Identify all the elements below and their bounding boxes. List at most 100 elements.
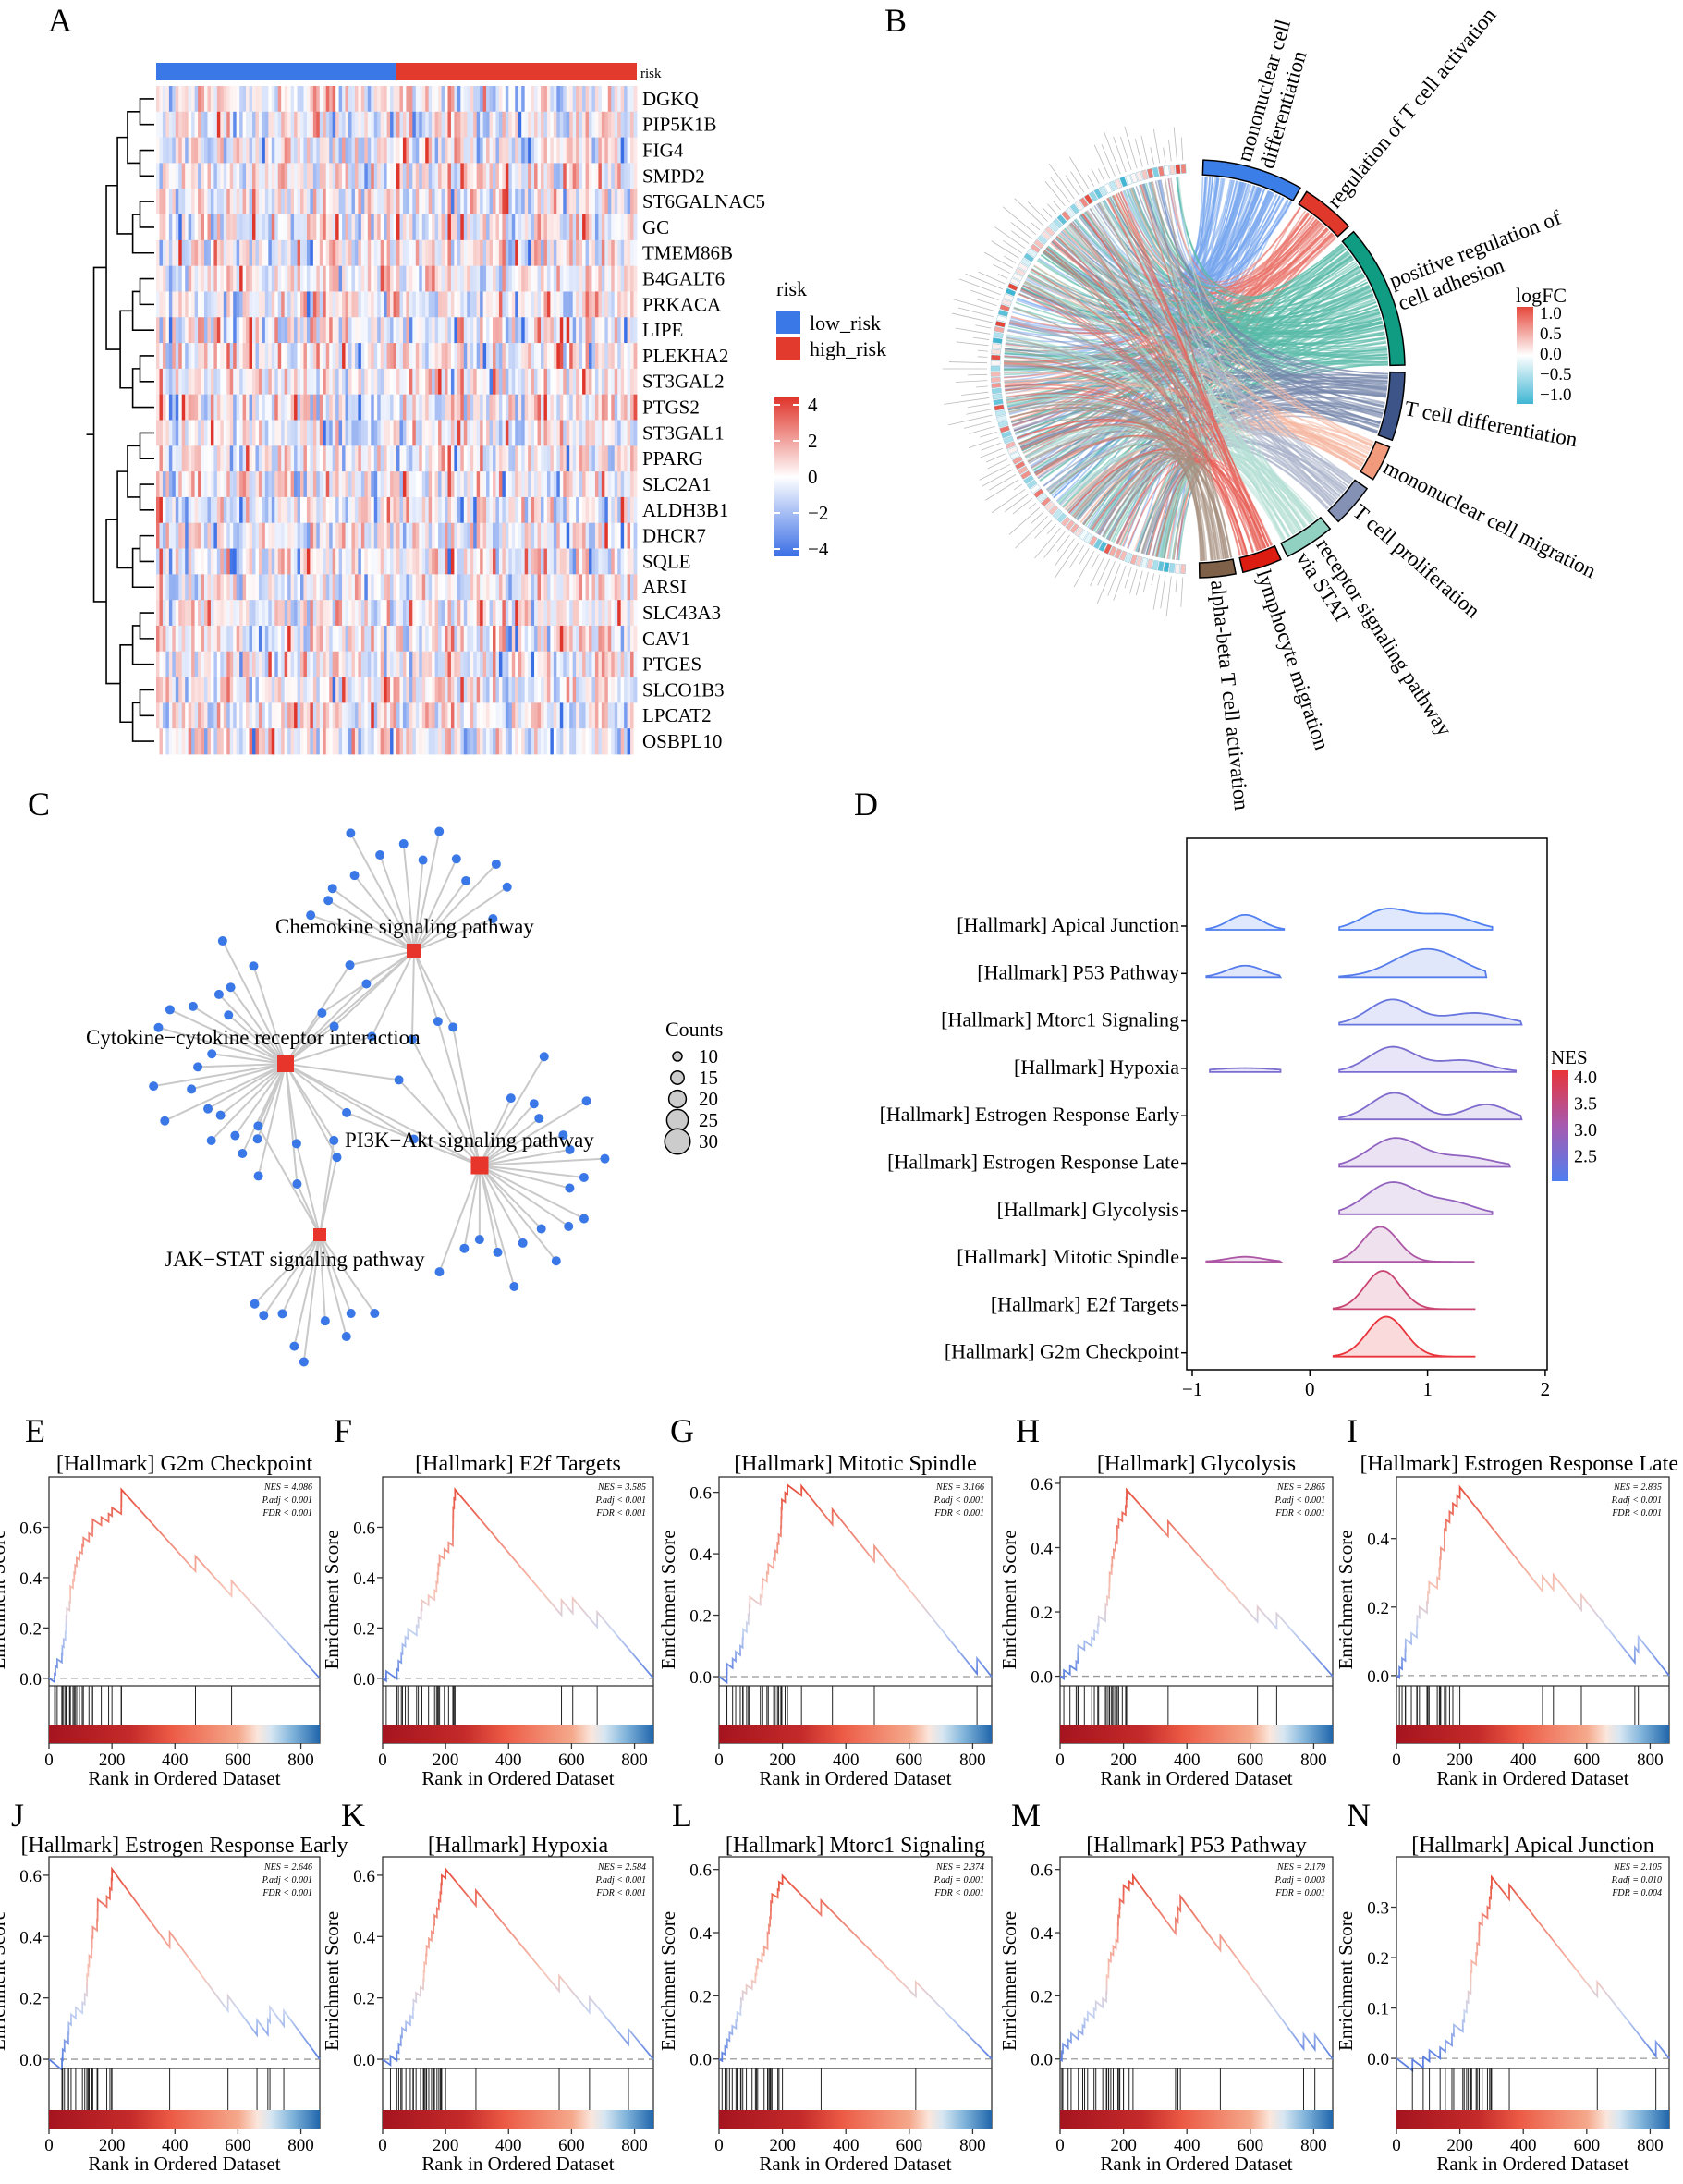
- heatmap-cell: [534, 728, 538, 755]
- heatmap-cell: [633, 137, 638, 164]
- heatmap-cell: [438, 548, 442, 575]
- heatmap-cell: [502, 163, 506, 189]
- heatmap-cell: [338, 189, 343, 215]
- heatmap-cell: [495, 496, 500, 524]
- heatmap-cell: [498, 496, 503, 524]
- gene-logfc-tile: [1174, 563, 1181, 574]
- heatmap-cell: [518, 239, 522, 267]
- heatmap-cell: [493, 343, 496, 370]
- heatmap-cell: [348, 111, 352, 139]
- heatmap-cell: [630, 111, 634, 139]
- heatmap-cell: [262, 214, 266, 241]
- heatmap-cell: [246, 445, 250, 472]
- gene-node: [342, 1107, 352, 1117]
- heatmap-cell: [409, 189, 413, 215]
- heatmap-cell: [511, 445, 516, 472]
- heatmap-cell: [255, 111, 260, 139]
- heatmap-cell: [537, 394, 542, 421]
- heatmap-cell: [380, 163, 384, 189]
- heatmap-cell: [162, 368, 166, 396]
- gene-logfc-tile: [990, 376, 1001, 383]
- heatmap-cell: [162, 702, 166, 729]
- heatmap-cell: [332, 574, 336, 601]
- heatmap-cell: [594, 214, 599, 241]
- heatmap-cell: [258, 163, 262, 189]
- heatmap-cell: [534, 86, 538, 113]
- heatmap-cell: [489, 265, 494, 292]
- heatmap-cell: [319, 496, 323, 524]
- heatmap-cell: [358, 677, 362, 703]
- gene-logfc-tile: [1098, 541, 1108, 553]
- heatmap-cell: [521, 291, 526, 318]
- gene-label-mark: [957, 307, 994, 318]
- heatmap-cell: [611, 471, 616, 498]
- heatmap-cell: [591, 111, 596, 139]
- heatmap-cell: [373, 600, 378, 627]
- heatmap-cell: [546, 548, 551, 575]
- heatmap-cell: [239, 471, 243, 498]
- heatmap-cell: [550, 343, 555, 370]
- heatmap-cell: [316, 86, 321, 113]
- heatmap-cell: [454, 728, 458, 755]
- heatmap-cell: [178, 291, 183, 318]
- heatmap-cell: [220, 496, 225, 524]
- heatmap-cell: [345, 574, 349, 601]
- heatmap-cell: [371, 728, 375, 755]
- network-edge: [410, 950, 415, 1040]
- heatmap-cell: [348, 239, 352, 267]
- heatmap-cell: [434, 111, 439, 139]
- heatmap-cell: [393, 420, 397, 446]
- heatmap-cell: [185, 702, 189, 729]
- heatmap-cell: [579, 702, 583, 729]
- heatmap-cell: [569, 445, 574, 472]
- heatmap-cell: [354, 239, 359, 267]
- heatmap-cell: [579, 574, 583, 601]
- heatmap-cell: [591, 600, 596, 627]
- gene-logfc-tile: [1015, 267, 1026, 277]
- heatmap-cell: [467, 677, 471, 703]
- heatmap-cell: [434, 86, 439, 113]
- heatmap-cell: [498, 291, 503, 318]
- heatmap-cell: [521, 214, 526, 241]
- heatmap-cell: [476, 574, 481, 601]
- heatmap-cell: [168, 728, 173, 755]
- heatmap-cell: [156, 163, 160, 189]
- heatmap-cell: [220, 291, 225, 318]
- heatmap-cell: [310, 728, 314, 755]
- heatmap-cell: [508, 111, 513, 139]
- gene-node: [193, 1062, 203, 1072]
- heatmap-cell: [306, 548, 311, 575]
- heatmap-cell: [312, 137, 317, 164]
- heatmap-cell: [246, 214, 250, 241]
- heatmap-cell: [402, 239, 407, 267]
- heatmap-cell: [476, 265, 481, 292]
- heatmap-cell: [168, 496, 173, 524]
- heatmap-cell: [274, 651, 279, 677]
- heatmap-cell: [236, 86, 240, 113]
- heatmap-cell: [463, 651, 468, 677]
- heatmap-cell: [194, 394, 199, 421]
- heatmap-cell: [310, 471, 314, 498]
- chord-link: [1018, 293, 1248, 555]
- heatmap-cell: [572, 291, 577, 318]
- heatmap-cell: [598, 651, 603, 677]
- heatmap-cell: [262, 574, 266, 601]
- heatmap-cell: [633, 496, 638, 524]
- heatmap-cell: [236, 625, 240, 653]
- heatmap-cell: [258, 471, 262, 498]
- heatmap-cell: [480, 420, 483, 446]
- heatmap-cell: [242, 394, 247, 421]
- heatmap-cell: [380, 548, 384, 575]
- heatmap-cell: [255, 702, 260, 729]
- heatmap-cell: [249, 111, 253, 139]
- heatmap-cell: [281, 651, 286, 677]
- heatmap-cell: [521, 574, 526, 601]
- heatmap-cell: [432, 522, 435, 549]
- heatmap-cell: [627, 420, 631, 446]
- heatmap-cell: [290, 522, 295, 549]
- heatmap-cell: [482, 189, 487, 215]
- heatmap-cell: [236, 317, 240, 344]
- heatmap-cell: [181, 600, 186, 627]
- heatmap-cell: [345, 445, 349, 472]
- heatmap-cell: [229, 522, 234, 549]
